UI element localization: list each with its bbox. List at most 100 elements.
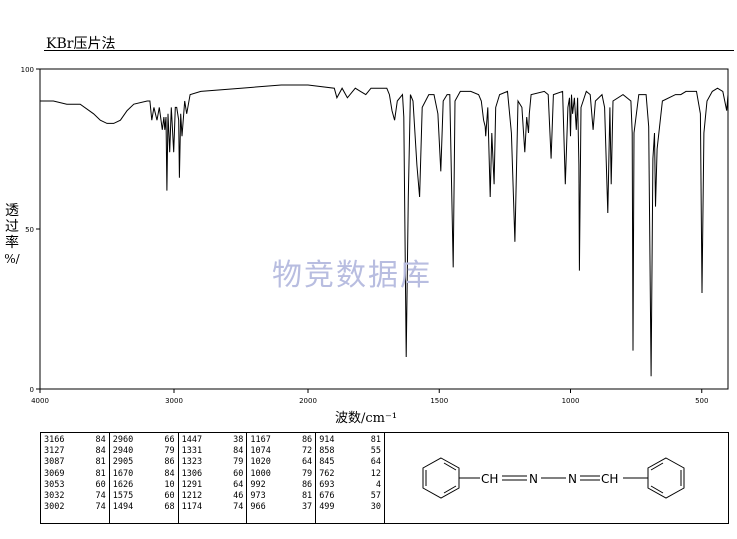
peak-row: 1447 38 — [182, 435, 244, 446]
ir-spectrum-chart: 4000 3000 2000 1500 1000 500 0 50 100 — [21, 66, 729, 405]
right-ch-group: CH — [601, 472, 618, 486]
peak-transmittance: 79 — [301, 468, 313, 479]
spectrum-series-line — [40, 84, 729, 377]
peak-row: 1000 79 — [250, 469, 312, 480]
peak-wavenumber: 3166 — [44, 435, 65, 445]
peak-transmittance: 86 — [301, 479, 313, 490]
peak-row: 914 81 — [319, 435, 381, 446]
peak-wavenumber: 3032 — [44, 491, 65, 502]
y-tick-label: 100 — [21, 66, 34, 74]
y-label-char-2: 过 — [5, 219, 19, 235]
peak-row: 1331 84 — [182, 446, 244, 457]
peak-transmittance: 81 — [95, 457, 106, 468]
structure-panel: CH N N CH — [385, 432, 729, 524]
peak-wavenumber: 3002 — [44, 502, 65, 513]
peak-wavenumber: 966 — [250, 502, 266, 513]
peak-transmittance: 81 — [301, 491, 313, 502]
peak-row: 1670 84 — [113, 469, 175, 480]
peak-row: 3053 60 — [44, 480, 106, 491]
peak-wavenumber: 2940 — [112, 446, 134, 457]
peak-row: 3087 81 — [44, 457, 106, 468]
peak-row: 1174 74 — [182, 502, 244, 513]
watermark-text: 物竞数据库 — [272, 258, 432, 293]
peak-transmittance: 86 — [164, 457, 175, 468]
peak-wavenumber: 2905 — [112, 457, 134, 468]
peak-transmittance: 84 — [164, 468, 175, 479]
title-underline — [44, 50, 734, 51]
peak-transmittance: 81 — [95, 468, 106, 479]
peak-column: 2960 66 2940 79 2905 86 1670 84 1626 10 1575 60 1494… — [110, 433, 179, 523]
peak-transmittance: 74 — [95, 491, 106, 502]
peak-row: 3166 84 — [44, 435, 106, 446]
peak-column: 1447 38 1331 84 1323 79 1306 60 1291 64 1212 46 1174… — [179, 433, 248, 523]
peak-transmittance: 57 — [370, 491, 381, 502]
peak-wavenumber: 3069 — [44, 468, 65, 479]
peak-wavenumber: 1447 — [181, 435, 203, 445]
peak-transmittance: 4 — [375, 479, 381, 490]
peak-wavenumber: 1074 — [250, 446, 271, 457]
peak-transmittance: 64 — [233, 479, 244, 490]
peak-row: 973 81 — [250, 491, 312, 502]
peak-wavenumber: 992 — [250, 479, 266, 490]
peak-wavenumber: 1626 — [112, 479, 134, 490]
x-tick-label: 1500 — [430, 397, 448, 405]
peak-transmittance: 66 — [164, 435, 175, 445]
peak-row: 1020 64 — [250, 457, 312, 468]
peak-row: 676 57 — [319, 491, 381, 502]
peak-wavenumber: 762 — [319, 468, 335, 479]
y-axis-label: 透 过 率 %/ — [2, 203, 22, 267]
peak-wavenumber: 845 — [319, 457, 335, 468]
peak-row: 1306 60 — [182, 469, 244, 480]
peak-transmittance: 84 — [95, 435, 106, 445]
peak-transmittance: 68 — [164, 502, 175, 513]
peak-row: 1167 86 — [250, 435, 312, 446]
left-ch-group: CH — [481, 472, 498, 486]
peak-transmittance: 64 — [370, 457, 381, 468]
peak-row: 992 86 — [250, 480, 312, 491]
y-label-char-4: %/ — [4, 252, 20, 266]
peak-transmittance: 79 — [164, 446, 175, 457]
peak-row: 2960 66 — [113, 435, 175, 446]
peak-wavenumber: 676 — [319, 491, 335, 502]
x-tick-label: 2000 — [299, 397, 317, 405]
peak-row: 966 37 — [250, 502, 312, 513]
peak-transmittance: 10 — [164, 479, 175, 490]
peak-transmittance: 72 — [301, 446, 313, 457]
peak-wavenumber: 3053 — [44, 479, 65, 490]
plot-frame — [39, 68, 729, 390]
peak-wavenumber: 1174 — [181, 502, 203, 513]
peak-row: 693 4 — [319, 480, 381, 491]
y-tick-label: 0 — [30, 386, 34, 394]
peak-column: 1167 86 1074 72 1020 64 1000 79 992 86 973 81 966 37 — [247, 433, 317, 523]
peak-wavenumber: 1494 — [112, 502, 134, 513]
left-benzene-ring — [422, 457, 460, 499]
peak-transmittance: 74 — [95, 502, 106, 513]
peak-wavenumber: 499 — [319, 502, 335, 513]
peak-wavenumber: 858 — [319, 446, 335, 457]
peak-row: 3127 84 — [44, 446, 106, 457]
peak-transmittance: 60 — [95, 479, 106, 490]
peak-wavenumber: 1167 — [250, 435, 271, 445]
peak-transmittance: 79 — [233, 457, 244, 468]
peak-transmittance: 37 — [301, 502, 313, 513]
peak-transmittance: 55 — [370, 446, 381, 457]
peak-row: 3002 74 — [44, 502, 106, 513]
peak-transmittance: 84 — [233, 446, 244, 457]
peak-row: 845 64 — [319, 457, 381, 468]
peak-transmittance: 12 — [370, 468, 381, 479]
peak-row: 2940 79 — [113, 446, 175, 457]
peak-wavenumber: 1291 — [181, 479, 203, 490]
x-tick-label: 500 — [695, 397, 708, 405]
peak-row: 1494 68 — [113, 502, 175, 513]
peak-wavenumber: 3127 — [44, 446, 65, 457]
peak-wavenumber: 1020 — [250, 457, 271, 468]
peak-wavenumber: 1323 — [181, 457, 203, 468]
peak-row: 499 30 — [319, 502, 381, 513]
method-title: KBr压片法 — [46, 36, 116, 52]
peak-row: 1323 79 — [182, 457, 244, 468]
peak-row: 858 55 — [319, 446, 381, 457]
nitrogen-atom-2: N — [568, 472, 577, 486]
peak-wavenumber: 1306 — [181, 468, 203, 479]
y-label-char-3: 率 — [5, 235, 19, 251]
peak-row: 762 12 — [319, 469, 381, 480]
